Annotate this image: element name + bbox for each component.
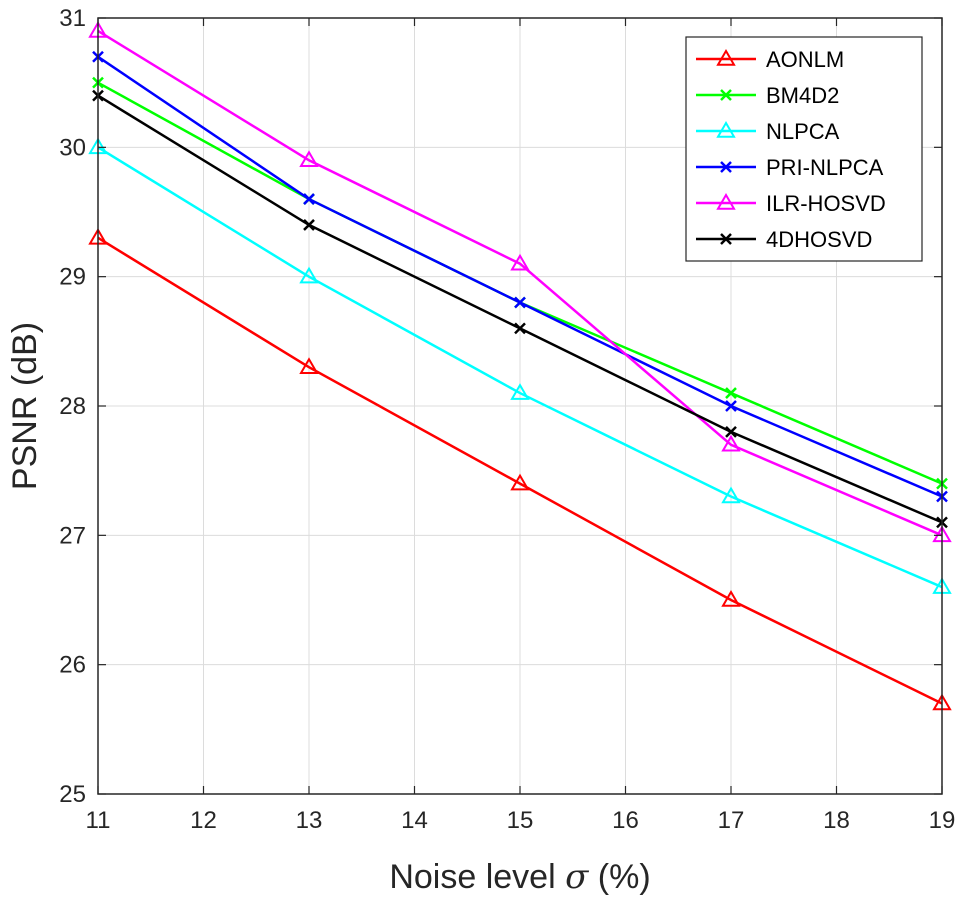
legend-label: 4DHOSVD (766, 227, 872, 252)
legend-item-aonlm: AONLM (696, 47, 844, 72)
data-point-nlpca (299, 266, 319, 284)
x-tick-label: 11 (86, 807, 111, 834)
series-line-aonlm (97, 236, 943, 705)
data-point-pri-nlpca (514, 296, 526, 309)
legend-label: ILR-HOSVD (766, 191, 886, 216)
legend-marker (716, 49, 736, 66)
x-tick-label: 18 (823, 807, 850, 834)
legend-item-4dhosvd: 4DHOSVD (696, 227, 872, 252)
legend-marker (716, 193, 736, 210)
x-axis-title-suffix: (%) (588, 858, 650, 896)
legend-marker (720, 161, 732, 173)
x-tick-label: 16 (612, 807, 639, 834)
marker-stroke (720, 233, 732, 245)
series-nlpca (88, 137, 952, 594)
legend-marker (716, 121, 736, 138)
x-tick-label: 17 (718, 807, 745, 834)
tick-labels: 11 12 13 14 15 16 17 18 19 25 26 27 28 29 30 31 (59, 5, 955, 834)
y-tick-label: 29 (59, 264, 86, 291)
legend: AONLM BM4D2 NLPCA PRI-NLPCA ILR-HOSVD 4DHOSVD (685, 36, 923, 262)
data-point-ilr-hosvd (721, 434, 741, 452)
x-tick-label: 14 (401, 807, 428, 834)
series-pri-nlpca (92, 50, 948, 503)
data-point-4dhosvd (514, 322, 526, 335)
x-axis-title-symbol: σ (565, 857, 589, 897)
y-tick-label: 25 (59, 781, 86, 808)
legend-label: PRI-NLPCA (766, 155, 884, 180)
x-tick-label: 15 (507, 807, 534, 834)
legend-item-ilr-hosvd: ILR-HOSVD (696, 191, 886, 216)
legend-label: BM4D2 (766, 83, 839, 108)
marker-stroke (720, 89, 732, 101)
data-point-bm4d2 (725, 387, 737, 399)
marker-stroke (725, 400, 737, 412)
data-point-aonlm (299, 357, 319, 374)
x-axis-title-prefix: Noise level (389, 858, 565, 896)
y-tick-label: 30 (59, 134, 86, 161)
legend-item-pri-nlpca: PRI-NLPCA (696, 155, 884, 180)
data-point-ilr-hosvd (510, 253, 530, 271)
marker-stroke (720, 161, 732, 173)
x-tick-label: 13 (296, 807, 323, 834)
x-axis-title: Noise level σ (%) (389, 857, 650, 897)
y-axis-title: PSNR (dB) (6, 322, 44, 490)
legend-marker (720, 233, 732, 245)
marker-stroke (514, 296, 526, 309)
legend-marker (720, 89, 732, 101)
data-point-aonlm (721, 590, 741, 607)
data-point-pri-nlpca (725, 400, 737, 412)
data-series (88, 20, 952, 711)
y-tick-label: 31 (59, 5, 86, 32)
data-point-4dhosvd (725, 425, 737, 438)
legend-label: NLPCA (766, 119, 840, 144)
x-tick-label: 19 (929, 807, 956, 834)
series-ilr-hosvd (88, 20, 952, 543)
marker-stroke (725, 425, 737, 438)
series-line-ilr-hosvd (97, 29, 943, 537)
data-point-nlpca (721, 486, 741, 504)
axis-ticks (97, 17, 943, 795)
data-point-ilr-hosvd (299, 150, 319, 168)
data-point-4dhosvd (303, 219, 315, 231)
x-tick-label: 12 (190, 807, 217, 834)
y-tick-label: 26 (59, 652, 86, 679)
legend-label: AONLM (766, 47, 844, 72)
legend-box (685, 36, 923, 262)
data-point-aonlm (510, 473, 530, 491)
marker-stroke (303, 219, 315, 231)
legend-item-bm4d2: BM4D2 (696, 83, 839, 108)
y-tick-label: 28 (59, 393, 86, 420)
data-point-nlpca (510, 383, 530, 400)
marker-stroke (725, 387, 737, 399)
data-point-pri-nlpca (303, 193, 315, 205)
marker-stroke (514, 322, 526, 335)
y-tick-label: 27 (59, 522, 86, 549)
marker-stroke (303, 193, 315, 205)
legend-item-nlpca: NLPCA (696, 119, 840, 144)
series-line-nlpca (97, 146, 943, 589)
